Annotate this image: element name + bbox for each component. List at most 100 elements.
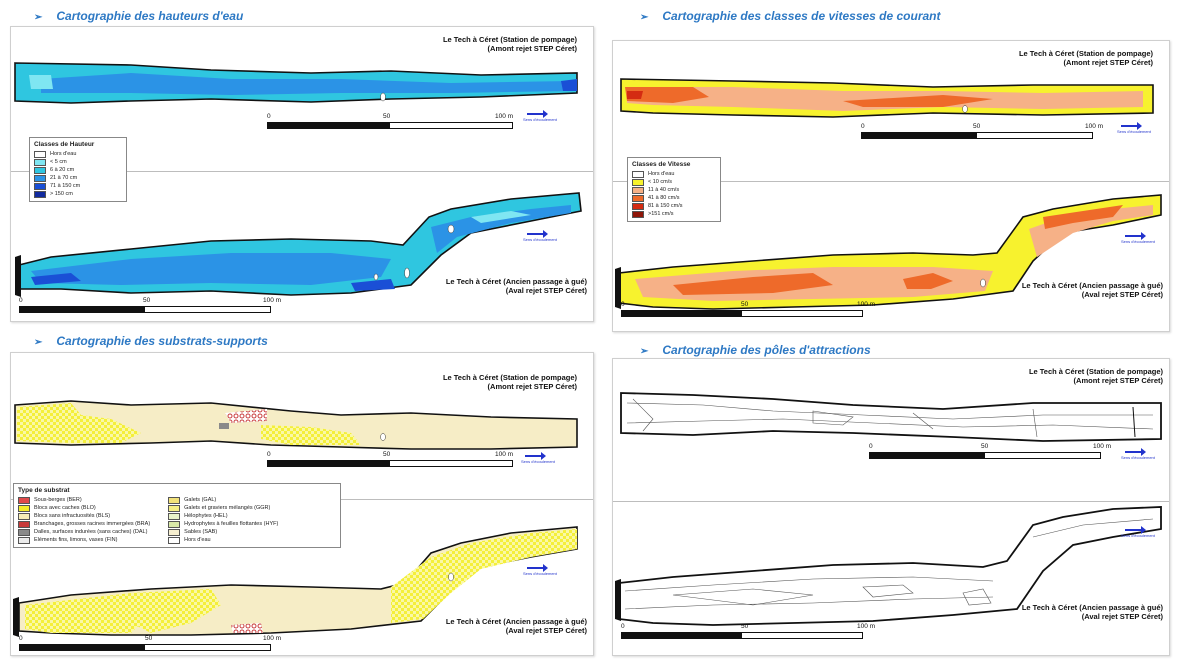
scale-tick-100: 100 m (263, 297, 282, 304)
site-line2: (Aval rejet STEP Céret) (1081, 290, 1163, 299)
scale-bar-track (19, 306, 271, 313)
section-title-text: Cartographie des hauteurs d'eau (56, 9, 244, 23)
flow-direction-downstream: Sens d'écoulement (1121, 232, 1155, 244)
substrate-map-svg (13, 400, 578, 637)
legend-label: Sables (SAB) (184, 529, 218, 535)
site-label-downstream: Le Tech à Céret (Ancien passage à gué) (… (953, 281, 1163, 299)
scale-tick-50: 50 (741, 623, 749, 630)
map-panel-poles: Le Tech à Céret (Station de pompage) (Am… (612, 358, 1170, 656)
reach-divider (613, 181, 1169, 182)
scale-tick-50: 50 (981, 443, 989, 450)
scale-tick-100: 100 m (857, 623, 876, 630)
legend-swatch (18, 536, 30, 544)
site-line1: Le Tech à Céret (Ancien passage à gué) (1021, 281, 1163, 290)
legend-label: 6 à 20 cm (50, 167, 75, 173)
flow-direction-downstream: Sens d'écoulement (523, 230, 557, 242)
site-line2: (Amont rejet STEP Céret) (487, 382, 577, 391)
legend-swatch (632, 210, 644, 218)
scale-tick-0: 0 (621, 301, 625, 308)
flow-label: Sens d'écoulement (523, 237, 557, 242)
legend-label: Hélophytes (HEL) (184, 513, 228, 519)
flow-label: Sens d'écoulement (523, 571, 557, 576)
map-panel-hauteurs: Le Tech à Céret (Station de pompage) (Am… (10, 26, 594, 322)
legend-swatch (632, 186, 644, 194)
scale-tick-100: 100 m (1093, 443, 1112, 450)
legend-swatch (632, 194, 644, 202)
legend-substrat: Type de substrat Sous-berges (BER) Blocs… (13, 483, 341, 548)
flow-label: Sens d'écoulement (1121, 533, 1155, 538)
section-title-text: Cartographie des substrats-supports (56, 334, 268, 348)
flow-label: Sens d'écoulement (1121, 455, 1155, 460)
legend-title: Classes de Hauteur (34, 141, 95, 148)
flow-arrow-icon (527, 564, 548, 572)
legend-item: < 10 cm/s (632, 178, 716, 186)
legend-item: Eléments fins, limons, vases (FIN) (18, 536, 150, 544)
legend-swatch (168, 512, 181, 520)
scale-bar-upstream: 0 50 100 m (861, 123, 1103, 141)
legend-item: Galets et graviers mélangés (GGR) (168, 504, 278, 512)
legend-swatch (168, 496, 181, 504)
site-label-upstream: Le Tech à Céret (Station de pompage) (Am… (367, 373, 577, 391)
scale-tick-100: 100 m (495, 113, 514, 120)
scale-tick-50: 50 (973, 123, 981, 130)
site-line2: (Amont rejet STEP Céret) (487, 44, 577, 53)
section-title-substrats: ➢ Cartographie des substrats-supports (34, 334, 268, 348)
legend-label: > 150 cm (50, 191, 73, 197)
site-label-upstream: Le Tech à Céret (Station de pompage) (Am… (953, 367, 1163, 385)
legend-label: Hydrophytes à feuilles flottantes (HYF) (184, 521, 279, 527)
flow-label: Sens d'écoulement (523, 117, 557, 122)
scale-bar-track (267, 460, 513, 467)
legend-swatch (18, 512, 30, 520)
scale-bar-fill (268, 461, 390, 466)
map-panel-vitesses: Le Tech à Céret (Station de pompage) (Am… (612, 40, 1170, 332)
velocity-map-svg (615, 78, 1162, 310)
scale-tick-0: 0 (267, 113, 271, 120)
reach-divider (613, 501, 1169, 502)
site-line1: Le Tech à Céret (Ancien passage à gué) (445, 617, 587, 626)
flow-arrow-icon (1125, 448, 1146, 456)
scale-bar-track (621, 310, 863, 317)
scale-bar-downstream: 0 50 100 m (19, 635, 281, 653)
legend-column-1: Sous-berges (BER) Blocs avec caches (BLO… (18, 496, 150, 544)
scale-bar-downstream: 0 50 100 m (19, 297, 281, 315)
legend-label: Galets (GAL) (184, 497, 217, 503)
flow-label: Sens d'écoulement (521, 459, 555, 464)
legend-swatch (632, 202, 644, 210)
scale-bar-fill (20, 645, 145, 650)
bullet-arrow-icon: ➢ (640, 12, 649, 23)
flow-label: Sens d'écoulement (1117, 129, 1151, 134)
scale-bar-downstream: 0 50 100 m (621, 623, 875, 641)
scale-bar-track (861, 132, 1093, 139)
scale-bar-fill (622, 633, 742, 638)
scale-bar-fill (862, 133, 977, 138)
legend-swatch (168, 520, 181, 528)
legend-swatch (34, 190, 46, 198)
scale-tick-0: 0 (869, 443, 873, 450)
site-label-downstream: Le Tech à Céret (Ancien passage à gué) (… (377, 277, 587, 295)
legend-label: Blocs sans infractuosités (BLS) (34, 513, 111, 519)
legend-label: Eléments fins, limons, vases (FIN) (34, 537, 118, 543)
legend-item: Hydrophytes à feuilles flottantes (HYF) (168, 520, 278, 528)
scale-tick-50: 50 (741, 301, 749, 308)
scale-tick-0: 0 (19, 635, 23, 642)
bullet-arrow-icon: ➢ (34, 337, 43, 348)
legend-item: 81 à 150 cm/s (632, 202, 716, 210)
flow-direction-upstream: Sens d'écoulement (1121, 448, 1155, 460)
legend-swatch (632, 178, 644, 186)
legend-item: 41 à 80 cm/s (632, 194, 716, 202)
legend-item: Dalles, surfaces indurées (sans caches) … (18, 528, 150, 536)
legend-label: 81 à 150 cm/s (648, 203, 683, 209)
site-line1: Le Tech à Céret (Ancien passage à gué) (445, 277, 587, 286)
legend-swatch (18, 520, 30, 528)
site-line1: Le Tech à Céret (Station de pompage) (1018, 49, 1153, 58)
section-title-vitesses: ➢ Cartographie des classes de vitesses de… (640, 9, 941, 23)
legend-item: 71 à 150 cm (34, 182, 122, 190)
section-title-text: Cartographie des pôles d'attractions (662, 343, 871, 357)
legend-swatch (168, 536, 181, 544)
scale-tick-0: 0 (621, 623, 625, 630)
site-line2: (Aval rejet STEP Céret) (505, 286, 587, 295)
bullet-arrow-icon: ➢ (640, 346, 649, 357)
legend-columns: Sous-berges (BER) Blocs avec caches (BLO… (18, 496, 336, 544)
scale-bar-upstream: 0 50 100 m (267, 451, 513, 469)
legend-item: < 5 cm (34, 158, 122, 166)
